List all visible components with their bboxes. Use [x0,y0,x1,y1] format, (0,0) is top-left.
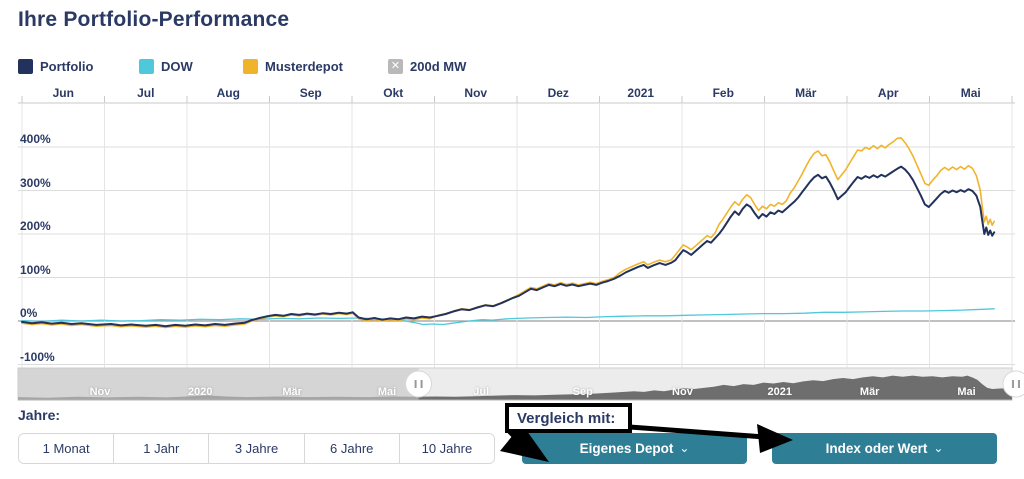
x-axis-label-jul: Jul [137,86,155,100]
legend-label: Portfolio [40,58,94,74]
page-title: Ihre Portfolio-Performance [18,8,290,31]
legend-label: DOW [161,58,193,74]
vergleich-label: Vergleich mit: [517,409,616,427]
x-axis-label-feb: Feb [712,86,734,100]
handle-grip-icon [414,380,417,388]
navigator-label-2020: 2020 [187,386,213,398]
series-line-portfolio[interactable] [21,165,996,328]
x-axis-label-sep: Sep [299,86,322,100]
checkbox-x-icon: ✕ [388,58,403,74]
series-line-dow[interactable] [21,308,995,326]
navigator-label-mai: Mai [957,386,976,398]
x-axis-label-jun: Jun [52,86,74,100]
navigator-label-sep: Sep [572,386,593,398]
chevron-down-icon: ⌄ [679,441,690,455]
y-axis-label-300-: 300% [20,175,51,190]
navigator-label-m-r: Mär [282,386,302,398]
chevron-down-icon: ⌄ [933,441,944,455]
navigator-label-mai: Mai [377,386,397,398]
y-axis-label-200-: 200% [20,219,51,233]
legend-item-200d-mw[interactable]: ✕ 200d MW [388,57,466,75]
x-axis-label-nov: Nov [464,86,488,100]
vergleich-annotation-box: Vergleich mit: [505,403,632,433]
y-axis-label--100-: -100% [20,349,55,364]
x-axis-label-apr: Apr [877,86,899,100]
legend-label: Musterdepot [265,58,343,74]
x-axis-label-dez: Dez [547,86,569,100]
index-oder-wert-button[interactable]: Index oder Wert ⌄ [772,433,997,464]
jahre-label: Jahre: [18,407,61,423]
x-axis-label-mai: Mai [960,86,981,100]
navigator-label-2021: 2021 [767,386,792,398]
legend-item-dow[interactable]: DOW [139,57,193,75]
square-swatch [139,58,154,74]
handle-grip-icon [1011,380,1014,388]
navigator-label-nov: Nov [89,386,111,398]
square-swatch [18,58,33,74]
navigator-area-series [18,375,1012,400]
period-button-group: 1 Monat 1 Jahr 3 Jahre 6 Jahre 10 Jahre [18,433,495,464]
x-axis-label-m-r: Mär [795,86,817,100]
period-button-1-jahr[interactable]: 1 Jahr [113,434,209,463]
navigator-label-nov: Nov [672,386,693,398]
eigenes-depot-button[interactable]: Eigenes Depot ⌄ [522,433,747,464]
legend-item-portfolio[interactable]: Portfolio [18,57,93,75]
legend-label: 200d MW [410,58,467,74]
handle-grip-icon [1017,380,1020,388]
x-axis-label-aug: Aug [216,86,240,100]
navigator-mask[interactable] [18,368,419,400]
handle-grip-icon [420,380,423,388]
x-axis-label-okt: Okt [383,86,404,100]
period-button-3-jahre[interactable]: 3 Jahre [208,434,304,463]
navigator-label-jul: Jul [473,386,490,398]
y-axis-label-0-: 0% [20,306,38,320]
square-swatch [243,58,258,74]
index-oder-wert-button-label: Index oder Wert [825,441,928,456]
x-axis-label-2021: 2021 [627,86,655,100]
period-button-1-monat[interactable]: 1 Monat [19,434,114,463]
y-axis-label-400-: 400% [20,132,51,146]
period-button-10-jahre[interactable]: 10 Jahre [398,434,494,463]
eigenes-depot-button-label: Eigenes Depot [579,441,674,456]
navigator-label-m-r: Mär [859,386,880,398]
navigator-handle-left[interactable] [405,370,433,398]
y-axis-label-100-: 100% [20,262,51,277]
legend-item-musterdepot[interactable]: Musterdepot [243,57,343,75]
period-button-6-jahre[interactable]: 6 Jahre [303,434,399,463]
